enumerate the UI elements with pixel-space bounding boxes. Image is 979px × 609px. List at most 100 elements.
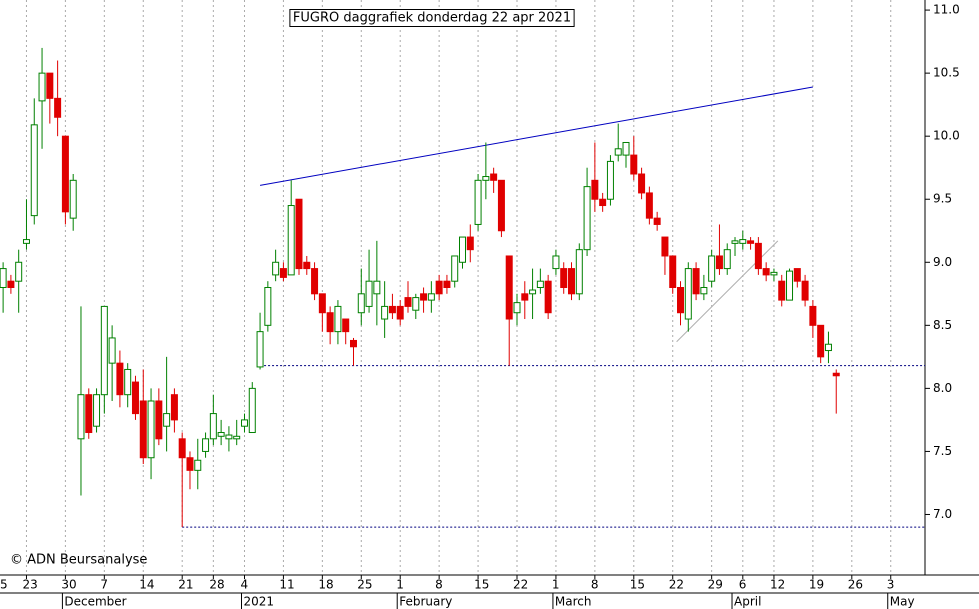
candle-body <box>318 293 326 314</box>
candle-body <box>248 387 256 434</box>
candle-body <box>46 72 54 99</box>
x-tick-label: 30 <box>61 578 76 592</box>
candle-body <box>342 318 350 333</box>
candle-body <box>793 268 801 282</box>
candle-body <box>381 305 389 320</box>
candle-body <box>459 236 466 263</box>
candle-body <box>801 280 809 301</box>
candle-body <box>209 413 217 440</box>
candle-body <box>7 280 15 289</box>
x-tick-label: 8 <box>435 578 443 592</box>
candle-body <box>15 261 23 282</box>
candle-body <box>139 400 147 459</box>
x-tick-label: 25 <box>357 578 372 592</box>
candle-body <box>100 305 108 396</box>
candle-body <box>373 280 381 295</box>
candle-body <box>747 240 755 244</box>
candle-body <box>93 394 101 427</box>
grid <box>25 0 892 575</box>
x-tick-label: 8 <box>591 578 599 592</box>
candle-body <box>466 236 474 251</box>
trend-line <box>259 86 813 186</box>
x-tick-label: 23 <box>22 578 37 592</box>
candle-body <box>451 255 459 282</box>
candle-body <box>264 287 272 326</box>
x-tick-label: 22 <box>513 578 528 592</box>
y-tick-label: 7.0 <box>933 507 952 521</box>
candle-body <box>124 368 132 396</box>
candle-body <box>824 343 832 352</box>
candle-body <box>178 438 186 459</box>
x-tick-label: 4 <box>240 578 248 592</box>
candle-body <box>435 280 443 295</box>
candle-body <box>606 160 614 200</box>
candle-body <box>708 255 716 282</box>
candle-body <box>54 97 62 118</box>
candle-body <box>194 459 202 471</box>
month-label: December <box>64 595 126 609</box>
candle-body <box>614 148 622 156</box>
candle-body <box>529 289 537 295</box>
candle-body <box>85 394 93 434</box>
x-tick-label: 3 <box>887 578 895 592</box>
candle-body <box>287 205 295 276</box>
candle-body <box>568 268 576 295</box>
candle-body <box>622 141 630 156</box>
candle-body <box>731 240 739 244</box>
x-tick-label: 29 <box>708 578 723 592</box>
candle-body <box>131 381 139 415</box>
candle-body <box>420 293 428 301</box>
y-tick-label: 9.5 <box>933 192 952 206</box>
candle-body <box>349 339 357 348</box>
candle-body <box>809 305 817 326</box>
candle-body <box>77 394 85 440</box>
x-tick-label: 26 <box>848 578 863 592</box>
candle-body <box>575 249 583 295</box>
x-tick-label: 12 <box>770 578 785 592</box>
candle-body <box>677 287 685 314</box>
x-tick-label: 1 <box>552 578 560 592</box>
x-tick-label: 1 <box>396 578 404 592</box>
candle-body <box>661 236 669 257</box>
candle-body <box>653 217 661 225</box>
candle-body <box>412 297 420 311</box>
candle-body <box>22 239 30 244</box>
copyright: © ADN Beursanalyse <box>10 553 147 568</box>
candle-body <box>583 186 591 251</box>
candle-body <box>116 362 124 396</box>
y-tick-label: 7.5 <box>933 444 952 458</box>
candle-body <box>240 419 248 427</box>
candle-body <box>482 176 490 181</box>
x-tick-label: 5 <box>0 578 8 592</box>
candle-body <box>69 179 77 219</box>
candle-body <box>832 372 840 377</box>
month-label: 2021 <box>243 595 274 609</box>
candle-body <box>645 192 653 219</box>
candle-body <box>630 154 638 175</box>
candle-body <box>163 413 171 427</box>
month-label: April <box>734 595 761 609</box>
candle-body <box>762 268 770 276</box>
candle-body <box>147 400 155 459</box>
candle-body <box>521 293 529 301</box>
candle-body <box>202 438 210 452</box>
candle-body <box>443 280 451 289</box>
candle-body <box>552 255 560 270</box>
candle-body <box>770 271 778 276</box>
x-tick-label: 21 <box>178 578 193 592</box>
candle-body <box>396 305 404 320</box>
candle-body <box>786 270 794 301</box>
x-tick-label: 7 <box>100 578 108 592</box>
month-label: March <box>555 595 592 609</box>
candle-body <box>591 179 599 200</box>
candle-body <box>279 268 287 278</box>
chart-title: FUGRO daggrafiek donderdag 22 apr 2021 <box>293 11 571 26</box>
candle-body <box>326 312 334 333</box>
candle-body <box>0 268 7 289</box>
candle-body <box>638 173 646 194</box>
x-tick-label: 6 <box>739 578 747 592</box>
x-tick-label: 18 <box>318 578 333 592</box>
candle-body <box>684 268 692 320</box>
